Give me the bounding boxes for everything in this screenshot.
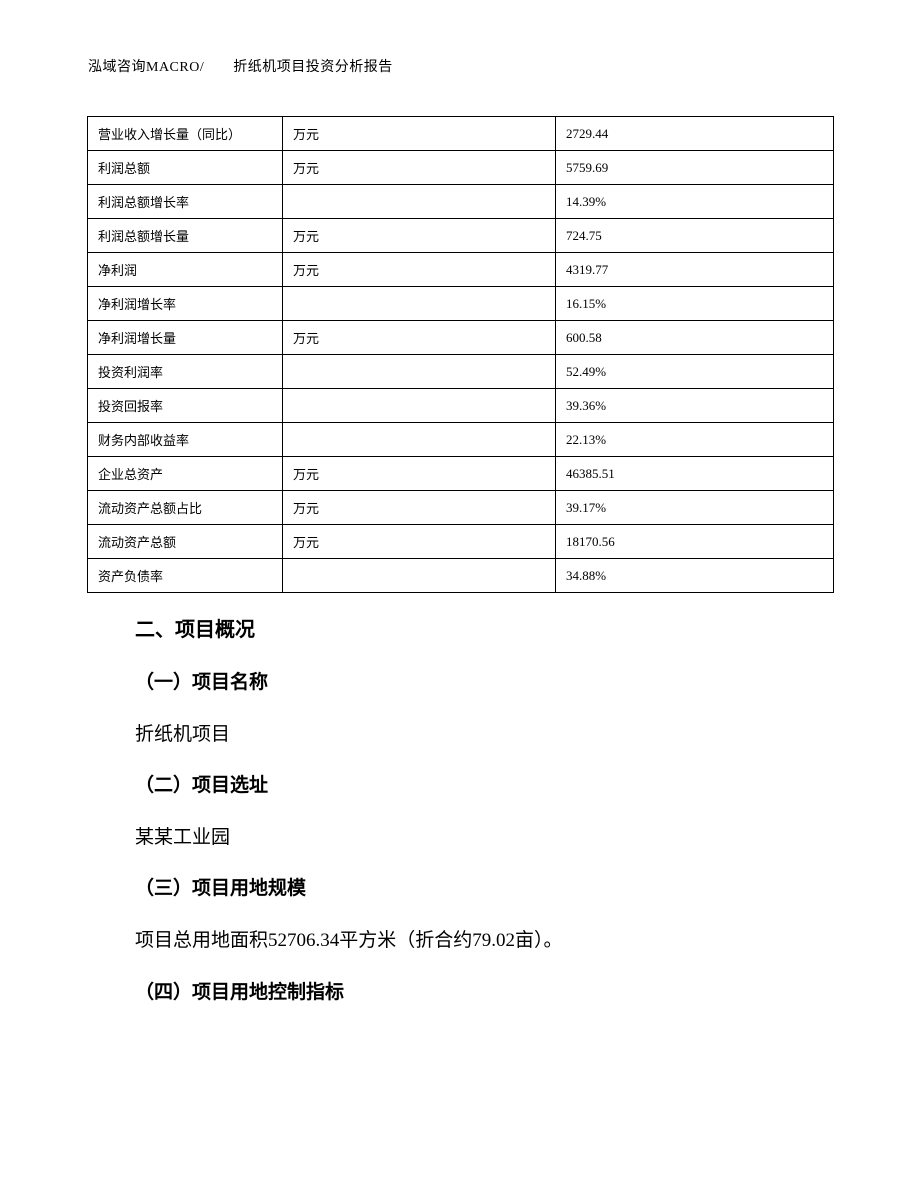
- section-heading-3: （二）项目选址: [135, 763, 795, 809]
- table-cell: 净利润增长率: [88, 287, 283, 321]
- table-cell: [283, 185, 556, 219]
- table-row: 流动资产总额万元18170.56: [88, 525, 834, 559]
- table-cell: 万元: [283, 253, 556, 287]
- table-cell: 万元: [283, 525, 556, 559]
- table-row: 投资回报率 39.36%: [88, 389, 834, 423]
- body-text: 折纸机项目: [135, 712, 795, 758]
- table-cell: [283, 559, 556, 593]
- table-cell: 39.36%: [556, 389, 834, 423]
- financial-table-wrap: 营业收入增长量（同比）万元2729.44利润总额万元5759.69利润总额增长率…: [87, 116, 833, 593]
- table-cell: 14.39%: [556, 185, 834, 219]
- table-row: 利润总额万元5759.69: [88, 151, 834, 185]
- table-cell: [283, 389, 556, 423]
- body-text: 某某工业园: [135, 815, 795, 861]
- table-cell: 流动资产总额占比: [88, 491, 283, 525]
- table-cell: [283, 287, 556, 321]
- table-row: 营业收入增长量（同比）万元2729.44: [88, 117, 834, 151]
- table-row: 财务内部收益率 22.13%: [88, 423, 834, 457]
- table-cell: 利润总额增长率: [88, 185, 283, 219]
- table-row: 净利润万元4319.77: [88, 253, 834, 287]
- table-row: 企业总资产万元46385.51: [88, 457, 834, 491]
- table-cell: 16.15%: [556, 287, 834, 321]
- table-cell: 2729.44: [556, 117, 834, 151]
- table-cell: 46385.51: [556, 457, 834, 491]
- table-cell: 净利润: [88, 253, 283, 287]
- table-cell: 投资利润率: [88, 355, 283, 389]
- table-cell: 万元: [283, 117, 556, 151]
- body-text: 项目总用地面积52706.34平方米（折合约79.02亩）。: [135, 918, 795, 964]
- table-row: 利润总额增长量万元724.75: [88, 219, 834, 253]
- financial-table: 营业收入增长量（同比）万元2729.44利润总额万元5759.69利润总额增长率…: [87, 116, 834, 593]
- section-heading-2: 二、项目概况: [135, 606, 795, 654]
- table-cell: 万元: [283, 151, 556, 185]
- table-cell: 财务内部收益率: [88, 423, 283, 457]
- table-cell: 企业总资产: [88, 457, 283, 491]
- table-cell: [283, 355, 556, 389]
- table-cell: 净利润增长量: [88, 321, 283, 355]
- table-cell: 万元: [283, 321, 556, 355]
- table-cell: 利润总额增长量: [88, 219, 283, 253]
- table-cell: 34.88%: [556, 559, 834, 593]
- table-row: 利润总额增长率 14.39%: [88, 185, 834, 219]
- table-row: 资产负债率 34.88%: [88, 559, 834, 593]
- table-row: 净利润增长率 16.15%: [88, 287, 834, 321]
- table-cell: 22.13%: [556, 423, 834, 457]
- table-cell: 52.49%: [556, 355, 834, 389]
- page-header: 泓域咨询MACRO/ 折纸机项目投资分析报告: [88, 56, 393, 76]
- table-cell: 万元: [283, 457, 556, 491]
- table-row: 净利润增长量万元600.58: [88, 321, 834, 355]
- section-heading-3: （四）项目用地控制指标: [135, 970, 795, 1016]
- table-cell: 39.17%: [556, 491, 834, 525]
- table-cell: 4319.77: [556, 253, 834, 287]
- table-cell: 利润总额: [88, 151, 283, 185]
- table-cell: 724.75: [556, 219, 834, 253]
- document-body: 二、项目概况 （一）项目名称 折纸机项目 （二）项目选址 某某工业园 （三）项目…: [135, 600, 795, 1015]
- table-cell: 万元: [283, 491, 556, 525]
- table-cell: [283, 423, 556, 457]
- table-row: 流动资产总额占比万元39.17%: [88, 491, 834, 525]
- table-cell: 营业收入增长量（同比）: [88, 117, 283, 151]
- table-cell: 资产负债率: [88, 559, 283, 593]
- table-cell: 5759.69: [556, 151, 834, 185]
- table-cell: 18170.56: [556, 525, 834, 559]
- section-heading-3: （一）项目名称: [135, 660, 795, 706]
- section-heading-3: （三）项目用地规模: [135, 866, 795, 912]
- table-row: 投资利润率 52.49%: [88, 355, 834, 389]
- table-cell: 流动资产总额: [88, 525, 283, 559]
- table-cell: 600.58: [556, 321, 834, 355]
- table-cell: 投资回报率: [88, 389, 283, 423]
- table-cell: 万元: [283, 219, 556, 253]
